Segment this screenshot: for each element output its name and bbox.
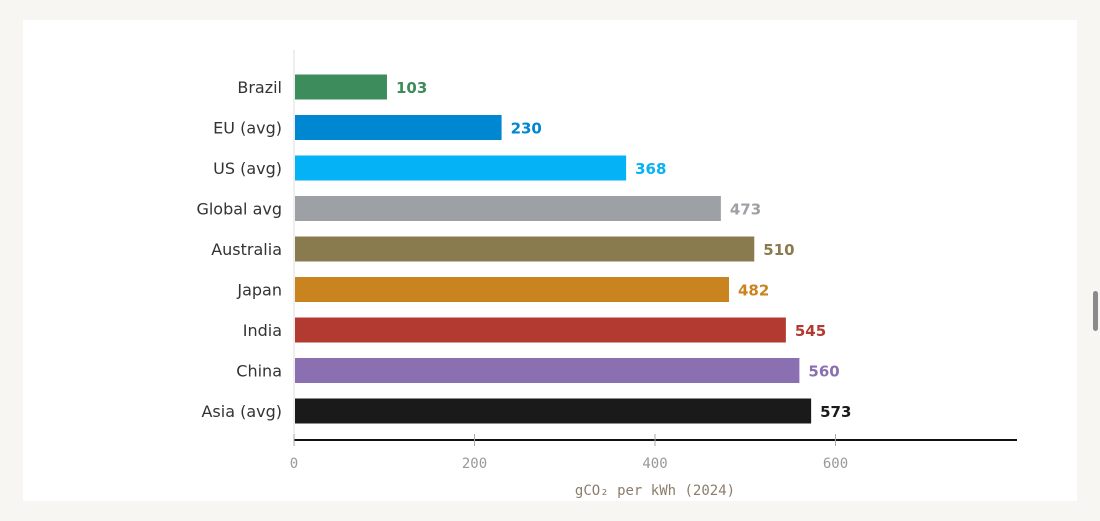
- value-label: 573: [820, 403, 851, 421]
- scrollbar-thumb[interactable]: [1093, 291, 1098, 331]
- x-ticks-group: 0 200 400 600: [290, 434, 848, 472]
- category-label: Global avg: [196, 200, 282, 219]
- bars-group: Brazil 103 EU (avg) 230 US (avg) 368 Global av…: [196, 74, 851, 424]
- category-label: Australia: [211, 240, 282, 259]
- bar: [295, 74, 387, 100]
- bar: [295, 358, 800, 383]
- value-label: 368: [635, 160, 666, 178]
- value-label: 230: [511, 120, 542, 138]
- category-label: China: [236, 362, 282, 381]
- bar: [295, 398, 812, 424]
- value-label: 103: [396, 79, 427, 97]
- value-label: 560: [808, 363, 839, 381]
- bar: [295, 236, 755, 262]
- chart-card: Brazil 103 EU (avg) 230 US (avg) 368 Global av…: [23, 20, 1077, 501]
- category-label: India: [243, 321, 282, 340]
- category-label: Japan: [236, 281, 282, 300]
- category-label: Brazil: [237, 78, 282, 97]
- x-tick-label: 400: [642, 456, 667, 472]
- category-label: EU (avg): [213, 119, 282, 138]
- bar: [295, 317, 786, 343]
- x-tick-label: 0: [290, 456, 298, 472]
- value-label: 482: [738, 282, 769, 300]
- x-tick-label: 600: [823, 456, 848, 472]
- value-label: 473: [730, 201, 761, 219]
- bar: [295, 115, 502, 140]
- bar: [295, 196, 721, 221]
- value-label: 545: [795, 322, 826, 340]
- x-tick-label: 200: [462, 456, 487, 472]
- bar-chart: Brazil 103 EU (avg) 230 US (avg) 368 Global av…: [196, 50, 1017, 499]
- value-label: 510: [763, 241, 794, 259]
- bar: [295, 155, 627, 181]
- x-axis-title: gCO₂ per kWh (2024): [575, 483, 735, 499]
- category-label: Asia (avg): [201, 402, 282, 421]
- bar: [295, 277, 730, 302]
- category-label: US (avg): [213, 159, 282, 178]
